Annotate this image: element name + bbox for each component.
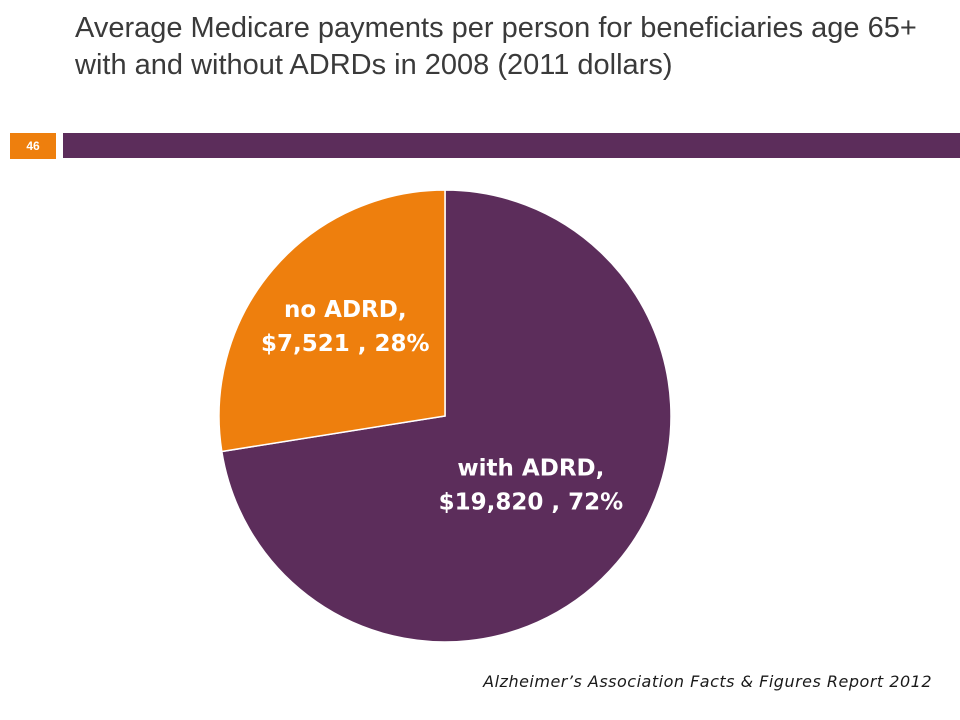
pie-slice-with-adrd: [220, 189, 672, 643]
pie-slice-no-adrd: [218, 189, 446, 453]
pie-label-with-adrd: with ADRD, $19,820 , 72%: [439, 455, 624, 515]
source-citation: Alzheimer’s Association Facts & Figures …: [483, 672, 932, 691]
title-accent-bar: [63, 133, 960, 158]
pie-label-no-adrd: no ADRD, $7,521 , 28%: [261, 297, 430, 357]
slide-title: Average Medicare payments per person for…: [75, 12, 917, 81]
page-number-badge: 46: [10, 133, 56, 159]
